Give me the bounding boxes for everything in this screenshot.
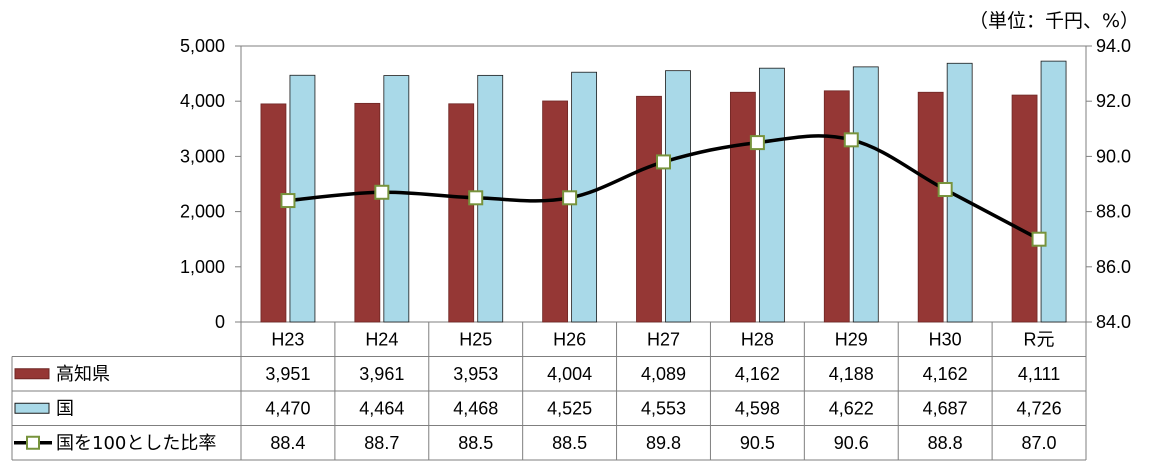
x-category-label: H27 — [647, 329, 680, 349]
bar-kochi — [260, 103, 287, 323]
table-value: 4,470 — [265, 398, 310, 418]
y-right-tick-label: 94.0 — [1096, 36, 1131, 56]
bar-kochi — [823, 90, 850, 323]
bar-kochi — [354, 102, 381, 323]
table-value: 4,598 — [735, 398, 780, 418]
table-value: 4,464 — [359, 398, 404, 418]
y-left-tick-label: 2,000 — [180, 202, 225, 222]
table-value: 4,188 — [829, 364, 874, 384]
x-category-label: H28 — [741, 329, 774, 349]
bar-national — [665, 70, 691, 323]
table-value: 4,687 — [923, 398, 968, 418]
bar-kochi — [917, 91, 944, 323]
y-right-tick-label: 90.0 — [1096, 146, 1131, 166]
legend-key — [14, 368, 50, 380]
ratio-marker — [374, 184, 390, 200]
y-right-tick-label: 84.0 — [1096, 312, 1131, 332]
y-left-tick-label: 3,000 — [180, 146, 225, 166]
bar-kochi — [448, 103, 475, 323]
y-left-tick-label: 4,000 — [180, 91, 225, 111]
table-value: 88.4 — [270, 433, 305, 453]
table-value: 3,953 — [453, 364, 498, 384]
table-value: 88.7 — [364, 433, 399, 453]
table-value: 4,726 — [1017, 398, 1062, 418]
bar-kochi — [1011, 94, 1038, 323]
unit-note: （単位：千円、%） — [968, 10, 1139, 32]
ratio-marker — [843, 132, 859, 148]
ratio-marker — [1031, 231, 1047, 247]
x-category-label: H30 — [929, 329, 962, 349]
ratio-marker — [749, 135, 765, 151]
legend-label: 高知県 — [56, 364, 110, 385]
plot-area — [240, 45, 1087, 323]
table-value: 3,951 — [265, 364, 310, 384]
bar-kochi — [542, 100, 569, 323]
table-value: 4,525 — [547, 398, 592, 418]
x-category-label: H23 — [271, 329, 304, 349]
x-category-label: H29 — [835, 329, 868, 349]
table-value: 4,111 — [1018, 364, 1060, 384]
bar-national — [1040, 60, 1067, 323]
legend-label: 国 — [56, 398, 74, 419]
x-category-label: H24 — [365, 329, 398, 349]
table-value: 88.5 — [458, 433, 493, 453]
table-value: 88.5 — [552, 433, 587, 453]
table-value: 4,468 — [453, 398, 498, 418]
table-value: 4,162 — [735, 364, 780, 384]
x-category-label: R元 — [1024, 329, 1055, 349]
legend-label: 国を100とした比率 — [56, 433, 216, 454]
table-value: 3,961 — [359, 364, 404, 384]
table-value: 4,553 — [641, 398, 686, 418]
table-value: 4,004 — [547, 364, 592, 384]
table-value: 88.8 — [928, 433, 963, 453]
y-left-tick-label: 0 — [215, 312, 225, 332]
bar-national — [852, 66, 879, 323]
legend-key — [14, 402, 50, 414]
table-value: 4,622 — [829, 398, 874, 418]
y-right-tick-label: 92.0 — [1096, 91, 1131, 111]
y-right-tick-label: 86.0 — [1096, 257, 1131, 277]
ratio-marker — [562, 190, 578, 206]
legend-key-marker — [26, 435, 40, 450]
table-value: 4,162 — [923, 364, 968, 384]
x-category-label: H26 — [553, 329, 586, 349]
bar-kochi — [729, 91, 756, 323]
ratio-marker — [656, 154, 671, 170]
ratio-marker — [937, 182, 953, 198]
table-value: 87.0 — [1022, 433, 1057, 453]
y-left-tick-label: 5,000 — [180, 36, 225, 56]
x-category-label: H25 — [459, 329, 492, 349]
ratio-marker — [280, 193, 296, 209]
bar-national — [758, 67, 785, 323]
y-right-tick-label: 88.0 — [1096, 202, 1131, 222]
table-value: 90.6 — [834, 433, 869, 453]
table-value: 4,089 — [641, 364, 686, 384]
table-value: 89.8 — [646, 433, 681, 453]
ratio-marker — [468, 190, 484, 206]
y-left-tick-label: 1,000 — [180, 257, 225, 277]
bar-kochi — [636, 95, 662, 323]
table-value: 90.5 — [740, 433, 775, 453]
